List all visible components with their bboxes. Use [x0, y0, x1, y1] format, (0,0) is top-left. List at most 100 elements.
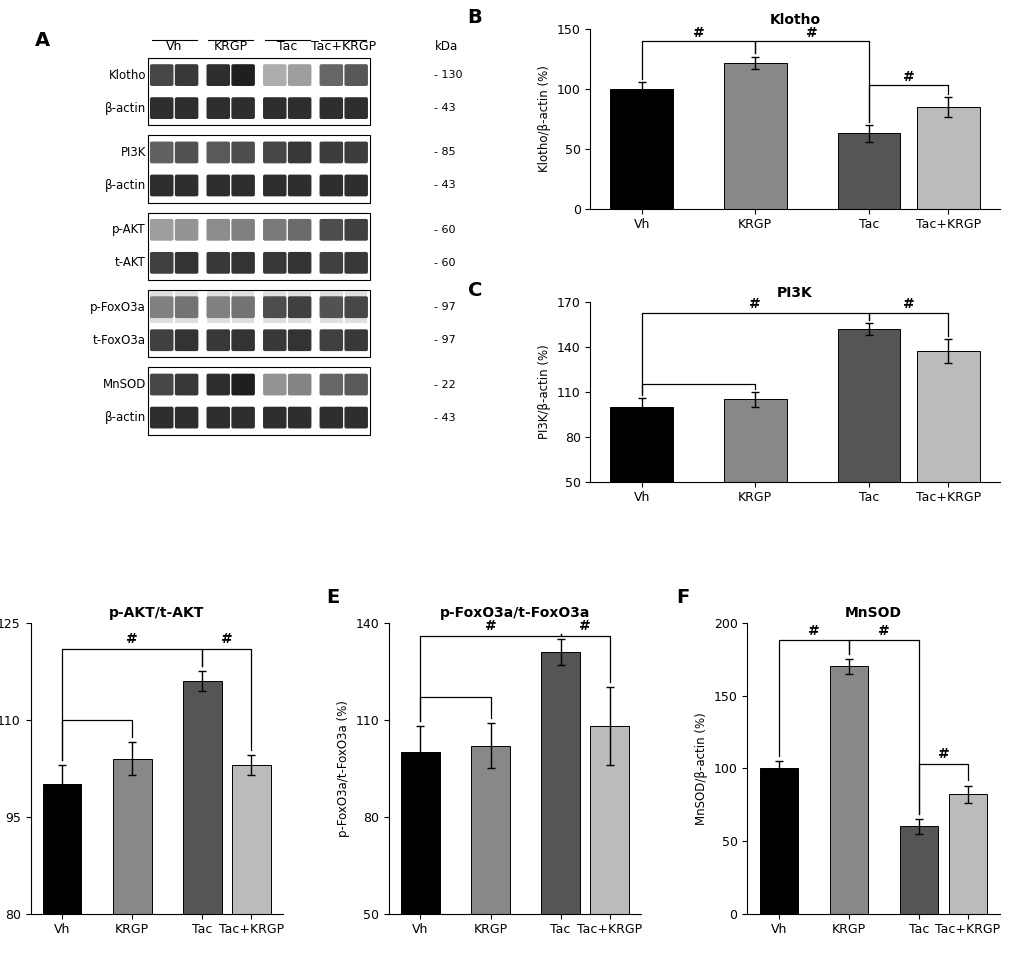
Bar	[263, 292, 285, 323]
Bar	[344, 292, 367, 323]
Bar	[471, 746, 510, 972]
FancyBboxPatch shape	[150, 64, 173, 86]
FancyBboxPatch shape	[231, 330, 255, 351]
Text: #: #	[902, 70, 914, 84]
FancyBboxPatch shape	[319, 330, 342, 351]
FancyBboxPatch shape	[150, 373, 173, 396]
Text: - 43: - 43	[434, 412, 455, 423]
FancyBboxPatch shape	[344, 373, 368, 396]
Bar	[609, 89, 673, 209]
FancyBboxPatch shape	[174, 330, 198, 351]
Title: Klotho: Klotho	[768, 13, 820, 26]
Bar	[320, 292, 342, 323]
Text: kDa: kDa	[435, 41, 459, 53]
FancyBboxPatch shape	[263, 97, 286, 119]
FancyBboxPatch shape	[319, 406, 342, 429]
Text: - 60: - 60	[434, 258, 455, 268]
Bar	[148, 290, 370, 358]
Text: p-FoxO3a: p-FoxO3a	[90, 300, 146, 314]
Text: - 97: - 97	[434, 335, 455, 345]
Bar	[723, 62, 786, 209]
Bar	[148, 213, 370, 280]
FancyBboxPatch shape	[206, 142, 230, 163]
FancyBboxPatch shape	[319, 175, 342, 196]
FancyBboxPatch shape	[263, 406, 286, 429]
FancyBboxPatch shape	[344, 296, 368, 318]
FancyBboxPatch shape	[206, 252, 230, 274]
Text: Tac+KRGP: Tac+KRGP	[311, 41, 376, 53]
Bar	[837, 133, 900, 209]
Y-axis label: MnSOD/β-actin (%): MnSOD/β-actin (%)	[694, 712, 707, 824]
FancyBboxPatch shape	[344, 406, 368, 429]
FancyBboxPatch shape	[231, 252, 255, 274]
Text: β-actin: β-actin	[105, 179, 146, 192]
Bar	[175, 292, 198, 323]
FancyBboxPatch shape	[174, 373, 198, 396]
Bar	[899, 826, 937, 914]
FancyBboxPatch shape	[206, 406, 230, 429]
FancyBboxPatch shape	[174, 252, 198, 274]
Text: #: #	[579, 619, 590, 633]
Bar	[837, 329, 900, 556]
Title: p-FoxO3a/t-FoxO3a: p-FoxO3a/t-FoxO3a	[439, 607, 590, 620]
Text: #: #	[221, 632, 232, 646]
Text: C: C	[468, 281, 482, 299]
Bar	[723, 399, 786, 556]
Bar	[113, 758, 152, 972]
Bar	[43, 784, 82, 972]
FancyBboxPatch shape	[263, 175, 286, 196]
Bar	[828, 667, 867, 914]
Y-axis label: PI3K/β-actin (%): PI3K/β-actin (%)	[538, 344, 551, 439]
Bar	[207, 292, 229, 323]
Text: - 85: - 85	[434, 148, 455, 157]
Bar	[150, 292, 173, 323]
FancyBboxPatch shape	[150, 296, 173, 318]
FancyBboxPatch shape	[150, 219, 173, 241]
FancyBboxPatch shape	[287, 296, 311, 318]
FancyBboxPatch shape	[150, 97, 173, 119]
FancyBboxPatch shape	[319, 142, 342, 163]
Text: KRGP: KRGP	[213, 41, 248, 53]
Text: - 43: - 43	[434, 103, 455, 113]
FancyBboxPatch shape	[344, 97, 368, 119]
Text: β-actin: β-actin	[105, 411, 146, 424]
Text: #: #	[126, 632, 138, 646]
FancyBboxPatch shape	[287, 252, 311, 274]
FancyBboxPatch shape	[174, 97, 198, 119]
Text: PI3K: PI3K	[120, 146, 146, 159]
Text: t-FoxO3a: t-FoxO3a	[93, 333, 146, 347]
Bar	[232, 765, 270, 972]
FancyBboxPatch shape	[319, 373, 342, 396]
Bar	[231, 292, 254, 323]
FancyBboxPatch shape	[263, 296, 286, 318]
Bar	[288, 292, 311, 323]
FancyBboxPatch shape	[206, 219, 230, 241]
Text: - 60: - 60	[434, 225, 455, 235]
FancyBboxPatch shape	[319, 252, 342, 274]
FancyBboxPatch shape	[319, 296, 342, 318]
FancyBboxPatch shape	[150, 330, 173, 351]
FancyBboxPatch shape	[206, 373, 230, 396]
FancyBboxPatch shape	[150, 252, 173, 274]
FancyBboxPatch shape	[174, 219, 198, 241]
FancyBboxPatch shape	[344, 142, 368, 163]
Text: - 22: - 22	[434, 379, 455, 390]
FancyBboxPatch shape	[344, 330, 368, 351]
Title: p-AKT/t-AKT: p-AKT/t-AKT	[109, 607, 204, 620]
FancyBboxPatch shape	[287, 97, 311, 119]
Text: p-AKT: p-AKT	[112, 224, 146, 236]
FancyBboxPatch shape	[287, 406, 311, 429]
Bar	[182, 681, 221, 972]
FancyBboxPatch shape	[319, 219, 342, 241]
FancyBboxPatch shape	[231, 373, 255, 396]
FancyBboxPatch shape	[174, 64, 198, 86]
Bar	[609, 407, 673, 556]
FancyBboxPatch shape	[206, 330, 230, 351]
Text: B: B	[468, 8, 482, 26]
Bar	[916, 352, 979, 556]
Text: - 130: - 130	[434, 70, 463, 80]
FancyBboxPatch shape	[231, 142, 255, 163]
FancyBboxPatch shape	[206, 175, 230, 196]
FancyBboxPatch shape	[287, 142, 311, 163]
Title: MnSOD: MnSOD	[844, 607, 901, 620]
